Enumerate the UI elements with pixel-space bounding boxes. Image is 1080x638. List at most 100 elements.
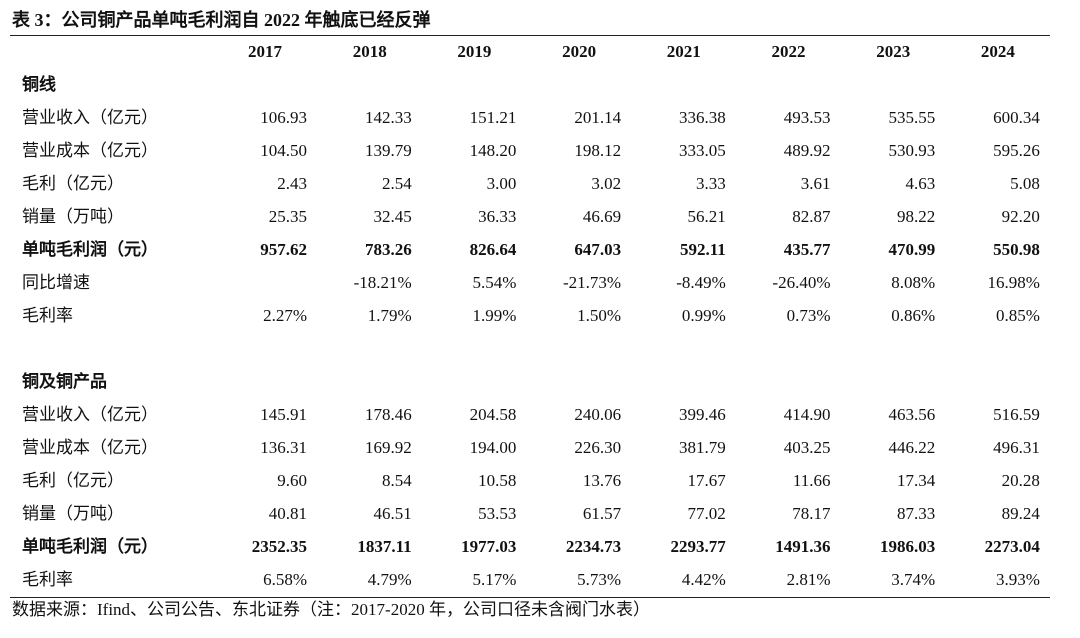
cell: 178.46 [364,405,412,424]
cell: 0.86% [891,306,936,325]
cell: 226.30 [574,438,622,457]
cell: 399.46 [679,405,726,424]
cell: 4.79% [367,570,412,589]
cell: 2.43 [277,174,307,193]
cell: 169.92 [364,438,412,457]
cell: 53.53 [478,504,517,523]
cell: 3.33 [696,174,726,193]
cell: 2293.77 [670,537,726,556]
cell: 2.81% [786,570,831,589]
cell: 8.08% [891,273,936,292]
row-label: 营业成本（亿元） [22,438,158,457]
cell: 240.06 [574,405,622,424]
cell: 1.50% [577,306,622,325]
column-header: 2020 [562,42,597,61]
cell: 3.93% [995,570,1040,589]
cell: 104.50 [260,141,307,160]
cell: 336.38 [679,108,726,127]
cell: 61.57 [582,504,622,523]
cell: 46.51 [373,504,412,523]
cell: 333.05 [679,141,726,160]
row-label: 销量（万吨） [22,504,124,523]
cell: -8.49% [676,273,726,292]
column-header: 2017 [248,42,282,61]
column-header: 2019 [457,42,492,61]
cell: 0.73% [786,306,831,325]
cell: 194.00 [469,438,517,457]
cell: 3.00 [486,174,517,193]
cell: 78.17 [792,504,831,523]
cell: 17.67 [687,471,726,490]
cell: 600.34 [993,108,1040,127]
cell: 56.21 [687,207,726,226]
cell: 92.20 [1001,207,1040,226]
cell: 550.98 [993,240,1040,259]
cell: -26.40% [772,273,831,292]
cell: 145.91 [260,405,307,424]
cell: 106.93 [260,108,307,127]
cell: 5.73% [577,570,622,589]
row-label: 毛利（亿元） [22,174,124,193]
cell: 826.64 [469,240,517,259]
cell: 592.11 [679,240,726,259]
cell: 1986.03 [879,537,936,556]
cell: 403.25 [783,438,831,457]
cell: 489.92 [783,141,831,160]
cell: 9.60 [277,471,307,490]
cell: 46.69 [582,207,622,226]
cell: 3.02 [591,174,622,193]
column-header: 2024 [980,42,1015,61]
cell: 98.22 [896,207,936,226]
cell: 2234.73 [565,537,622,556]
row-label: 毛利（亿元） [22,471,124,490]
cell: 1.99% [472,306,517,325]
cell: 5.54% [472,273,517,292]
row-label: 单吨毛利润（元） [22,240,158,259]
row-label: 毛利率 [22,306,73,325]
cell: 139.79 [364,141,412,160]
cell: 136.31 [260,438,307,457]
cell: 77.02 [687,504,726,523]
cell: 87.33 [896,504,936,523]
cell: 10.58 [478,471,517,490]
cell: 3.61 [800,174,831,193]
cell: 36.33 [478,207,517,226]
row-label: 单吨毛利润（元） [22,537,158,556]
cell: 32.45 [373,207,412,226]
row-label: 营业成本（亿元） [22,141,158,160]
cell: 2.54 [381,174,412,193]
column-header: 2018 [352,42,387,61]
cell: 2352.35 [251,537,307,556]
row-label: 销量（万吨） [22,207,124,226]
cell: -18.21% [353,273,412,292]
cell: 40.81 [268,504,307,523]
cell: 5.08 [1010,174,1040,193]
cell: 16.98% [987,273,1040,292]
section-title: 铜及铜产品 [22,372,107,391]
cell: 470.99 [888,240,936,259]
column-header: 2021 [666,42,701,61]
cell: 8.54 [381,471,412,490]
cell: 201.14 [574,108,622,127]
cell: 198.12 [574,141,622,160]
cell: 381.79 [679,438,726,457]
cell: 1837.11 [357,537,412,556]
cell: 414.90 [783,405,831,424]
source-note: 数据来源：Ifind、公司公告、东北证券（注：2017-2020 年，公司口径未… [12,600,650,619]
cell: 13.76 [582,471,622,490]
cell: 25.35 [268,207,307,226]
section-title: 铜线 [22,75,56,94]
cell: 783.26 [364,240,412,259]
cell: 1491.36 [775,537,831,556]
cell: 148.20 [469,141,517,160]
cell: 463.56 [888,405,936,424]
cell: 20.28 [1001,471,1040,490]
cell: 530.93 [888,141,936,160]
row-label: 同比增速 [22,273,90,292]
cell: 89.24 [1001,504,1040,523]
cell: 0.99% [681,306,726,325]
cell: 2.27% [263,306,307,325]
cell: 2273.04 [984,537,1040,556]
cell: 11.66 [792,471,831,490]
